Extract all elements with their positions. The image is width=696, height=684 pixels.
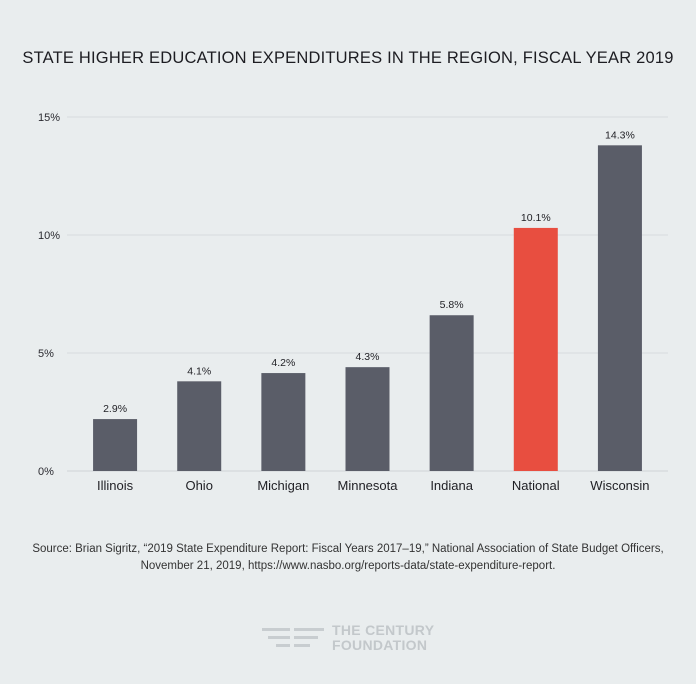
y-tick-label: 15% [38, 112, 60, 124]
source-note: Source: Brian Sigritz, “2019 State Expen… [30, 541, 666, 575]
source-line-1: Source: Brian Sigritz, “2019 State Expen… [32, 543, 664, 555]
data-label-minnesota: 4.3% [356, 351, 380, 363]
century-foundation-logo: THE CENTURY FOUNDATION [262, 621, 434, 655]
category-labels: Illinois Ohio Michigan Minnesota Indiana Nati… [97, 478, 650, 493]
bar-illinois [93, 419, 138, 471]
bar-ohio [177, 381, 222, 471]
logo-line-2: FOUNDATION [332, 637, 428, 653]
data-labels: 2.9% 4.1% 4.2% 4.3% 5.8% 10.1% 14.3% [103, 129, 635, 415]
data-label-indiana: 5.8% [440, 299, 464, 311]
category-label-wisconsin: Wisconsin [590, 478, 649, 493]
category-label-national: National [512, 478, 560, 493]
bar-chart: 0% 5% 10% 15% 2.9% 4.1% 4.2% 4.3% 5.8% 10.1% 14.3… [38, 112, 668, 493]
logo-mark-icon [262, 625, 324, 651]
data-label-wisconsin: 14.3% [605, 129, 635, 141]
bar-michigan [261, 373, 306, 471]
category-label-ohio: Ohio [185, 478, 212, 493]
y-axis-ticks: 0% 5% 10% 15% [38, 112, 60, 478]
logo-line-1: THE CENTURY [332, 622, 435, 638]
bar-minnesota [345, 367, 390, 471]
category-label-indiana: Indiana [430, 478, 473, 493]
source-line-2: November 21, 2019, https://www.nasbo.org… [140, 560, 556, 572]
y-tick-label: 5% [38, 348, 54, 360]
data-label-ohio: 4.1% [187, 365, 211, 377]
data-label-illinois: 2.9% [103, 403, 127, 415]
bars [93, 145, 642, 471]
category-label-illinois: Illinois [97, 478, 134, 493]
category-label-minnesota: Minnesota [338, 478, 399, 493]
chart-title: STATE HIGHER EDUCATION EXPENDITURES IN T… [22, 49, 674, 67]
category-label-michigan: Michigan [257, 478, 309, 493]
bar-national [513, 227, 558, 471]
y-tick-label: 0% [38, 466, 54, 478]
bar-indiana [429, 315, 474, 471]
y-tick-label: 10% [38, 230, 60, 242]
data-label-national: 10.1% [521, 212, 551, 224]
bar-wisconsin [597, 145, 642, 471]
data-label-michigan: 4.2% [271, 357, 295, 369]
logo-text: THE CENTURY FOUNDATION [332, 623, 434, 653]
